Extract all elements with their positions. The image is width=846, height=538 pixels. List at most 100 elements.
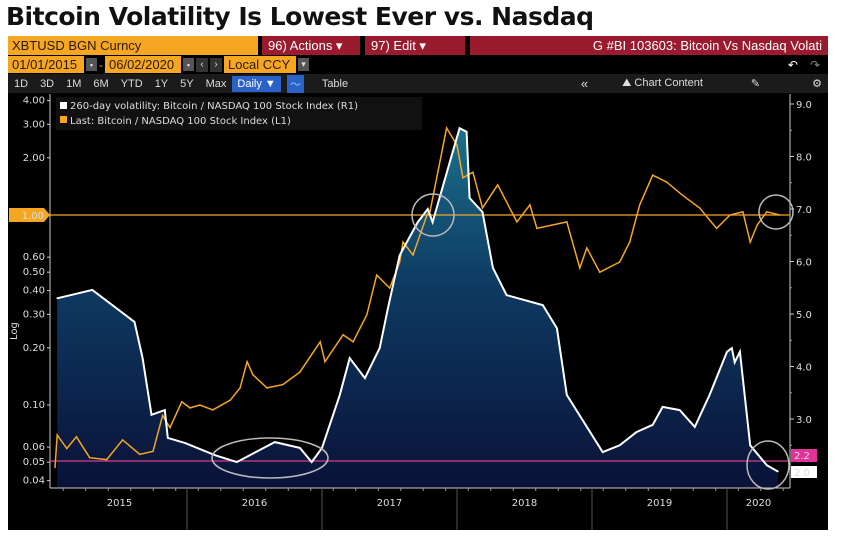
volatility-point — [348, 357, 351, 359]
ratio-point — [299, 371, 301, 373]
volatility-point — [492, 267, 494, 269]
ratio-point — [252, 374, 254, 376]
edit-menu[interactable]: 97) Edit ▾ — [365, 36, 465, 55]
chevron-down-icon[interactable]: ▾ — [298, 58, 309, 71]
left-tick-label: 0.10 — [23, 400, 45, 411]
volatility-point — [481, 211, 484, 213]
calendar-icon[interactable]: ▪ — [86, 58, 97, 71]
ratio-point — [246, 360, 248, 363]
x-tick-label: 2016 — [242, 498, 267, 509]
chart-content-label: Chart Content — [634, 77, 703, 89]
ratio-point — [529, 204, 531, 206]
right-tick-label: 9.0 — [796, 100, 812, 111]
edit-chart-icon[interactable]: ✎ — [750, 78, 761, 90]
right-tick-label: 5.0 — [796, 310, 812, 321]
security-field[interactable]: XBTUSD BGN Curncy — [8, 36, 258, 55]
current-value-tag — [9, 208, 50, 222]
calendar-icon[interactable]: ▪ — [183, 58, 194, 71]
undo-icon[interactable]: ↶ — [787, 57, 798, 72]
left-tick-label: 0.05 — [23, 457, 45, 468]
ratio-point — [665, 181, 668, 183]
volatility-point — [468, 197, 471, 199]
ratio-point — [426, 214, 428, 216]
volatility-point — [299, 447, 301, 449]
ratio-point — [462, 176, 464, 179]
volatility-point — [398, 254, 401, 256]
chart-content-icon: ⛰ — [622, 77, 635, 89]
ratio-point — [472, 171, 474, 173]
ratio-point — [445, 127, 448, 129]
volatility-point — [458, 127, 461, 129]
ratio-point — [618, 261, 621, 263]
ratio-point — [578, 267, 581, 269]
ratio-point — [365, 314, 368, 316]
last-value-tag — [791, 466, 817, 478]
headline: Bitcoin Volatility Is Lowest Ever vs. Na… — [6, 2, 594, 31]
period-6m[interactable]: 6M — [93, 77, 109, 90]
period-ytd[interactable]: YTD — [120, 77, 143, 90]
ratio-point — [715, 227, 718, 230]
ratio-point — [56, 434, 58, 436]
ratio-point — [402, 241, 404, 243]
ratio-point — [199, 404, 201, 406]
ratio-point — [342, 334, 344, 336]
legend-label-volatility: 260-day volatility: Bitcoin / NASDAQ 100… — [70, 101, 358, 112]
chart-content-button[interactable]: ⛰ Chart Content — [616, 77, 709, 90]
line-chart-icon[interactable]: 〜 — [286, 74, 304, 93]
x-tick-label: 2019 — [647, 498, 672, 509]
period-1m[interactable]: 1M — [66, 77, 82, 90]
current-value-label: 1.00 — [22, 211, 44, 222]
gear-icon[interactable]: ⚙ — [812, 78, 822, 90]
legend: 260-day volatility: Bitcoin / NASDAQ 100… — [56, 97, 422, 130]
volatility-point — [184, 442, 186, 444]
volatility-point — [378, 347, 381, 349]
actions-menu[interactable]: 96) Actions ▾ — [262, 36, 360, 55]
ratio-point — [778, 214, 781, 216]
volatility-point — [618, 444, 621, 447]
ratio-point — [375, 274, 378, 276]
ratio-point — [651, 174, 654, 176]
ratio-point — [65, 447, 68, 450]
ratio-point — [181, 400, 183, 403]
next-period-button[interactable]: › — [210, 57, 222, 72]
x-tick-label: 2015 — [107, 498, 132, 509]
ratio-point — [586, 247, 588, 249]
ratio-point — [598, 271, 601, 273]
volatility-point — [431, 221, 434, 223]
ratio-point — [54, 466, 56, 469]
period-max[interactable]: Max — [205, 77, 227, 90]
collapse-button[interactable]: « — [580, 76, 589, 91]
period-1y[interactable]: 1Y — [154, 77, 169, 90]
right-tick-label: 4.0 — [796, 363, 812, 374]
left-tick-label: 0.50 — [23, 267, 45, 278]
period-1d[interactable]: 1D — [14, 77, 29, 90]
volatility-point — [678, 409, 681, 411]
start-date-field[interactable]: 01/01/2015 — [8, 56, 84, 73]
toolbar-row: 1D 3D 1M 6M YTD 1Y 5Y Max Daily ▼ 〜 Tabl… — [8, 74, 828, 93]
left-tick-label: 0.40 — [23, 286, 45, 297]
left-tick-label: 0.06 — [23, 442, 45, 453]
volatility-point — [416, 221, 419, 223]
right-tick-label: 7.0 — [796, 205, 812, 216]
end-date-field[interactable]: 06/02/2020 — [105, 56, 181, 73]
period-3d[interactable]: 3D — [40, 77, 55, 90]
annotation-circle — [758, 194, 794, 230]
ratio-point — [638, 204, 641, 206]
period-5y[interactable]: 5Y — [180, 77, 194, 90]
ratio-point — [152, 450, 154, 453]
table-button[interactable]: Table — [321, 77, 349, 90]
legend-label-ratio: Last: Bitcoin / NASDAQ 100 Stock Index (… — [70, 116, 291, 127]
volatility-point — [777, 470, 779, 473]
ratio-point — [756, 224, 759, 226]
frequency-dropdown[interactable]: Daily ▼ — [232, 75, 281, 92]
volatility-point — [451, 151, 454, 154]
prev-period-button[interactable]: ‹ — [196, 57, 208, 72]
volatility-point — [364, 377, 366, 379]
ratio-point — [75, 436, 78, 438]
volatility-point — [150, 414, 153, 416]
volatility-point — [273, 441, 276, 443]
currency-select[interactable]: Local CCY — [224, 56, 296, 73]
volatility-point — [556, 327, 558, 329]
redo-icon[interactable]: ↷ — [809, 57, 820, 72]
